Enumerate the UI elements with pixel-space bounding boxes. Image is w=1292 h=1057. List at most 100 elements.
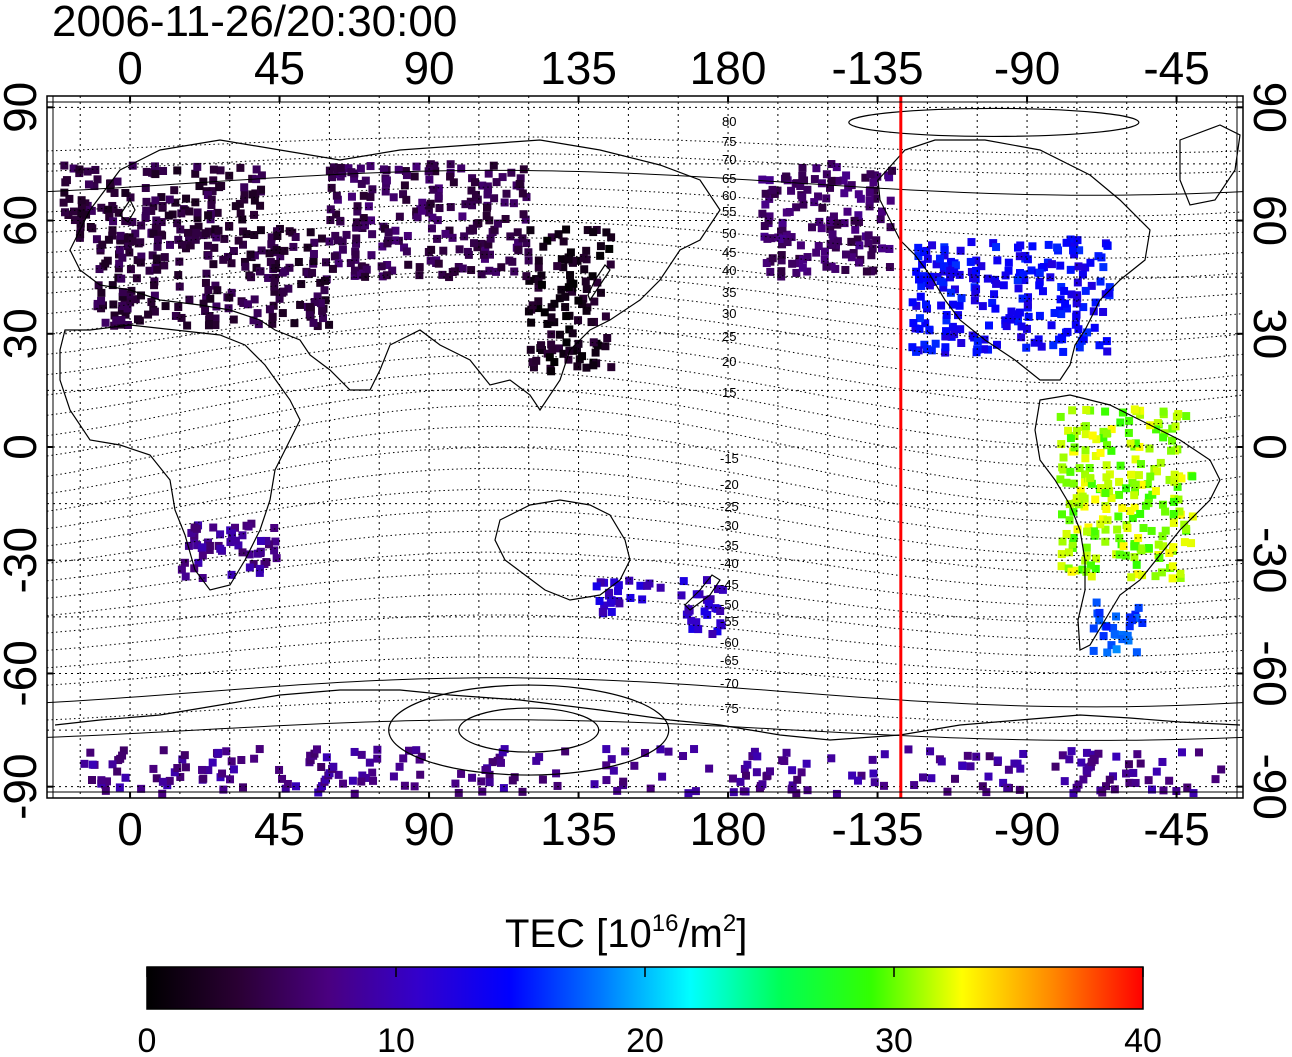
tec-data-cell xyxy=(537,346,546,355)
tec-data-cell xyxy=(70,216,79,225)
tec-data-cell xyxy=(151,223,160,232)
tec-data-cell xyxy=(603,333,612,342)
tec-data-cell xyxy=(638,595,647,604)
tec-data-cell xyxy=(788,259,797,268)
tec-data-cell xyxy=(797,768,806,777)
tec-data-cell xyxy=(956,325,965,334)
tec-data-cell xyxy=(534,304,543,313)
tec-data-cell xyxy=(1060,286,1069,295)
tec-data-cell xyxy=(281,784,290,793)
tec-data-cell xyxy=(117,274,126,283)
tec-data-cell xyxy=(593,278,602,287)
tec-data-cell xyxy=(1098,788,1107,797)
tec-data-cell xyxy=(151,196,160,205)
tec-data-cell xyxy=(121,188,130,197)
tec-data-cell xyxy=(519,165,528,174)
tec-data-cell xyxy=(204,251,213,260)
colorbar-title-prefix: TEC [10 xyxy=(505,912,652,956)
tec-data-cell xyxy=(1019,270,1028,279)
tec-data-cell xyxy=(625,576,634,585)
tec-data-cell xyxy=(886,196,895,205)
tec-data-cell xyxy=(454,262,463,271)
tec-data-cell xyxy=(80,759,89,768)
tec-data-cell xyxy=(1062,238,1071,247)
contour-label-north: 30 xyxy=(722,306,736,321)
tec-data-cell xyxy=(787,186,796,195)
tec-data-cell xyxy=(1070,250,1079,259)
tec-data-cell xyxy=(90,182,99,191)
tec-data-cell xyxy=(985,321,994,330)
tec-data-cell xyxy=(490,194,499,203)
tec-data-cell xyxy=(1144,544,1153,553)
tec-data-cell xyxy=(137,252,146,261)
tec-data-cell xyxy=(704,600,713,609)
tec-data-cell xyxy=(214,226,223,235)
tec-data-cell xyxy=(149,764,158,773)
magnetic-contour xyxy=(47,405,1243,489)
tec-data-cell xyxy=(984,772,993,781)
tec-data-cell xyxy=(478,181,487,190)
top-lon-label: 135 xyxy=(540,42,617,94)
tec-data-cell xyxy=(777,272,786,281)
tec-data-cell xyxy=(518,189,527,198)
tec-data-cell xyxy=(207,200,216,209)
tec-data-cell xyxy=(946,273,955,282)
tec-data-cell xyxy=(1082,567,1091,576)
contour-label-north: 80 xyxy=(722,114,736,129)
tec-data-cell xyxy=(990,290,999,299)
tec-data-cell xyxy=(229,765,238,774)
tec-data-cell xyxy=(245,563,254,572)
tec-data-cell xyxy=(973,337,982,346)
tec-data-cell xyxy=(1147,526,1156,535)
tec-data-cell xyxy=(1143,480,1152,489)
tec-data-cell xyxy=(1024,312,1033,321)
tec-data-cell xyxy=(912,347,921,356)
tec-data-cell xyxy=(941,343,950,352)
tec-data-cell xyxy=(1066,265,1075,274)
tec-data-cell xyxy=(524,307,533,316)
tec-data-cell xyxy=(170,768,179,777)
tec-data-cell xyxy=(856,194,865,203)
tec-data-cell xyxy=(294,258,303,267)
tec-data-cell xyxy=(394,165,403,174)
tec-data-cell xyxy=(869,769,878,778)
tec-data-cell xyxy=(83,167,92,176)
tec-data-cell xyxy=(267,233,276,242)
contour-label-north: 40 xyxy=(722,263,736,278)
tec-data-cell xyxy=(1113,525,1122,534)
tec-data-cell xyxy=(755,784,764,793)
tec-data-cell xyxy=(537,341,546,350)
tec-data-cell xyxy=(1079,303,1088,312)
tec-data-cell xyxy=(1074,780,1083,789)
tec-data-cell xyxy=(768,185,777,194)
tec-data-cell xyxy=(525,276,534,285)
tec-data-cell xyxy=(109,205,118,214)
tec-data-cell xyxy=(972,348,981,357)
tec-data-cell xyxy=(280,246,289,255)
tec-data-cell xyxy=(1174,495,1183,504)
tec-data-cell xyxy=(596,251,605,260)
tec-data-cell xyxy=(1075,464,1084,473)
tec-data-cell xyxy=(1099,307,1108,316)
tec-data-cell xyxy=(1087,572,1096,581)
tec-data-cell xyxy=(325,166,334,175)
tec-data-cell xyxy=(1096,520,1105,529)
tec-data-cell xyxy=(569,279,578,288)
tec-data-cell xyxy=(241,262,250,271)
tec-data-cell xyxy=(216,544,225,553)
tec-data-cell xyxy=(152,774,161,783)
tec-data-cell xyxy=(463,247,472,256)
tec-data-cell xyxy=(1134,471,1143,480)
tec-data-cell xyxy=(568,329,577,338)
tec-data-cell xyxy=(1020,276,1029,285)
tec-data-cell xyxy=(1132,648,1141,657)
tec-data-cell xyxy=(951,261,960,270)
tec-data-cell xyxy=(101,259,110,268)
tec-data-cell xyxy=(449,178,458,187)
tec-data-cell xyxy=(250,251,259,260)
tec-data-cell xyxy=(316,299,325,308)
tec-data-cell xyxy=(1056,261,1065,270)
tec-data-cell xyxy=(1087,281,1096,290)
tec-data-cell xyxy=(157,193,166,202)
tec-data-cell xyxy=(296,300,305,309)
